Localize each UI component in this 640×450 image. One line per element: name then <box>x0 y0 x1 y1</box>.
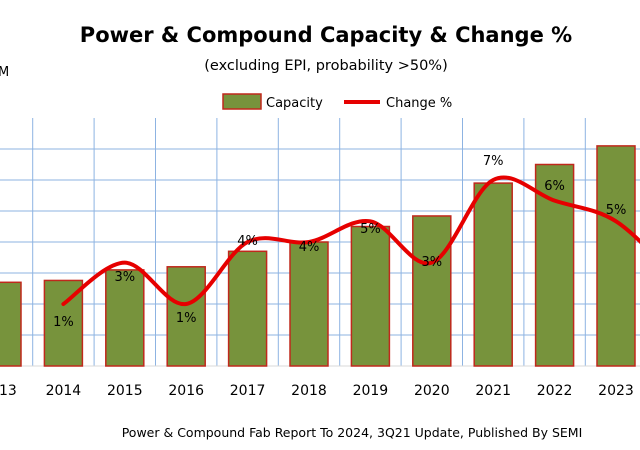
x-tick-2020: 2020 <box>414 383 450 399</box>
x-tick-2015: 2015 <box>107 383 143 399</box>
x-tick-2021: 2021 <box>475 383 511 399</box>
data-label-2019: 5% <box>360 222 381 237</box>
chart-title: Power & Compound Capacity & Change % <box>80 23 572 47</box>
change-percent-line <box>61 175 640 307</box>
data-label-2022: 6% <box>544 179 565 194</box>
bar-2017 <box>227 250 268 367</box>
x-tick-2023: 2023 <box>598 383 634 399</box>
source-note: Power & Compound Fab Report To 2024, 3Q2… <box>122 425 583 440</box>
legend-change-label: Change % <box>386 96 452 111</box>
legend: Capacity Change % <box>222 93 452 111</box>
bar-2013 <box>0 281 22 367</box>
bar-2015 <box>105 269 145 367</box>
bar-2016 <box>166 266 206 367</box>
bar-2021 <box>473 182 513 367</box>
bar-2019 <box>350 225 391 367</box>
data-label-2023: 5% <box>606 203 627 218</box>
plot-area: 1% 3% 1% 4% 4% 5% 3% 7% 6% 5% <box>0 118 640 367</box>
data-label-2021: 7% <box>483 154 504 169</box>
legend-capacity-label: Capacity <box>266 96 323 111</box>
data-labels: 1% 3% 1% 4% 4% 5% 3% 7% 6% 5% <box>53 154 626 330</box>
data-label-2016: 1% <box>176 311 197 326</box>
data-label-2017: 4% <box>237 234 258 249</box>
x-tick-2019: 2019 <box>353 383 389 399</box>
x-axis-ticks: 13 2014 2015 2016 2017 2018 2019 2020 2021 2022 20… <box>0 383 634 399</box>
capacity-bars <box>0 145 636 367</box>
bar-2023 <box>596 145 636 367</box>
x-tick-2016: 2016 <box>168 383 204 399</box>
bar-2022 <box>534 163 575 367</box>
data-label-2018: 4% <box>299 240 320 255</box>
data-label-2015: 3% <box>114 270 135 285</box>
cut-off-axis-label: M <box>0 65 9 80</box>
bar-2020 <box>412 215 452 367</box>
x-tick-2013: 13 <box>0 383 17 399</box>
legend-capacity-swatch <box>222 93 262 110</box>
x-tick-2017: 2017 <box>230 383 266 399</box>
x-tick-2018: 2018 <box>291 383 327 399</box>
bar-2018 <box>289 241 329 367</box>
data-label-2020: 3% <box>421 255 442 270</box>
chart-subtitle: (excluding EPI, probability >50%) <box>204 58 447 74</box>
x-tick-2022: 2022 <box>537 383 573 399</box>
x-tick-2014: 2014 <box>46 383 82 399</box>
data-label-2014: 1% <box>53 315 74 330</box>
